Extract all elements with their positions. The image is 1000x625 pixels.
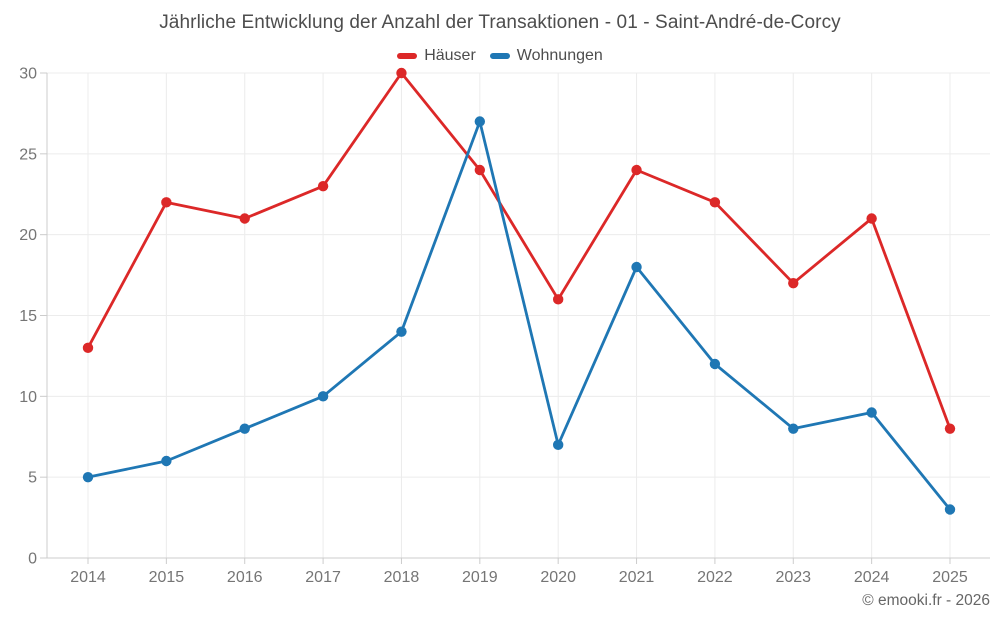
series-line-0: [86, 71, 952, 431]
data-point-series-1: [552, 439, 564, 451]
copyright-text: © emooki.fr - 2026: [862, 592, 990, 609]
data-point-series-1: [239, 423, 250, 434]
x-tick-label: 2019: [462, 569, 498, 586]
x-tick-label: 2016: [227, 569, 263, 586]
data-point-series-0: [317, 180, 329, 192]
data-point-series-1: [396, 326, 407, 337]
legend-label-wohnungen: Wohnungen: [516, 47, 603, 64]
x-tick-label: 2017: [305, 569, 341, 586]
legend-swatch-wohnungen-icon: [489, 53, 510, 59]
data-point-series-0: [161, 197, 172, 208]
x-tick-label: 2022: [697, 569, 733, 586]
data-point-series-1: [317, 391, 329, 402]
x-tick-label: 2024: [854, 569, 890, 586]
data-point-series-0: [82, 342, 94, 354]
x-tick-label: 2021: [619, 569, 655, 586]
y-tick-label: 25: [19, 146, 37, 163]
data-point-series-1: [82, 471, 94, 483]
data-point-series-0: [552, 294, 564, 305]
data-point-series-1: [944, 504, 956, 515]
legend-item-haeuser: Häuser: [397, 47, 476, 65]
legend-item-wohnungen: Wohnungen: [489, 47, 603, 65]
data-point-series-1: [161, 455, 172, 467]
data-point-series-1: [788, 423, 799, 434]
data-point-series-0: [944, 423, 956, 434]
y-tick-label: 5: [28, 470, 37, 487]
x-tick-label: 2014: [70, 569, 106, 586]
y-tick-label: 10: [19, 389, 37, 406]
data-point-series-0: [474, 164, 486, 176]
data-point-series-0: [788, 277, 799, 289]
series-line-1: [86, 120, 952, 511]
x-tick-label: 2025: [932, 569, 968, 586]
chart-legend: Häuser Wohnungen: [0, 46, 1000, 66]
x-tick-label: 2018: [384, 569, 420, 586]
data-point-series-0: [866, 213, 877, 224]
data-point-series-0: [631, 164, 642, 176]
data-point-series-1: [474, 116, 486, 127]
legend-swatch-haeuser-icon: [397, 53, 418, 59]
data-point-series-0: [239, 213, 250, 224]
data-point-series-1: [866, 407, 877, 418]
y-tick-label: 15: [19, 308, 37, 325]
y-tick-label: 30: [19, 66, 37, 83]
data-point-series-1: [709, 358, 721, 370]
x-tick-label: 2015: [149, 569, 185, 586]
data-point-series-0: [396, 67, 407, 79]
data-point-series-0: [709, 197, 721, 208]
chart-title: Jährliche Entwicklung der Anzahl der Tra…: [159, 12, 841, 33]
data-point-series-1: [631, 261, 642, 273]
y-tick-label: 20: [19, 227, 37, 244]
x-tick-label: 2023: [775, 569, 811, 586]
legend-label-haeuser: Häuser: [424, 47, 476, 64]
y-tick-label: 0: [28, 551, 37, 568]
x-tick-label: 2020: [540, 569, 576, 586]
